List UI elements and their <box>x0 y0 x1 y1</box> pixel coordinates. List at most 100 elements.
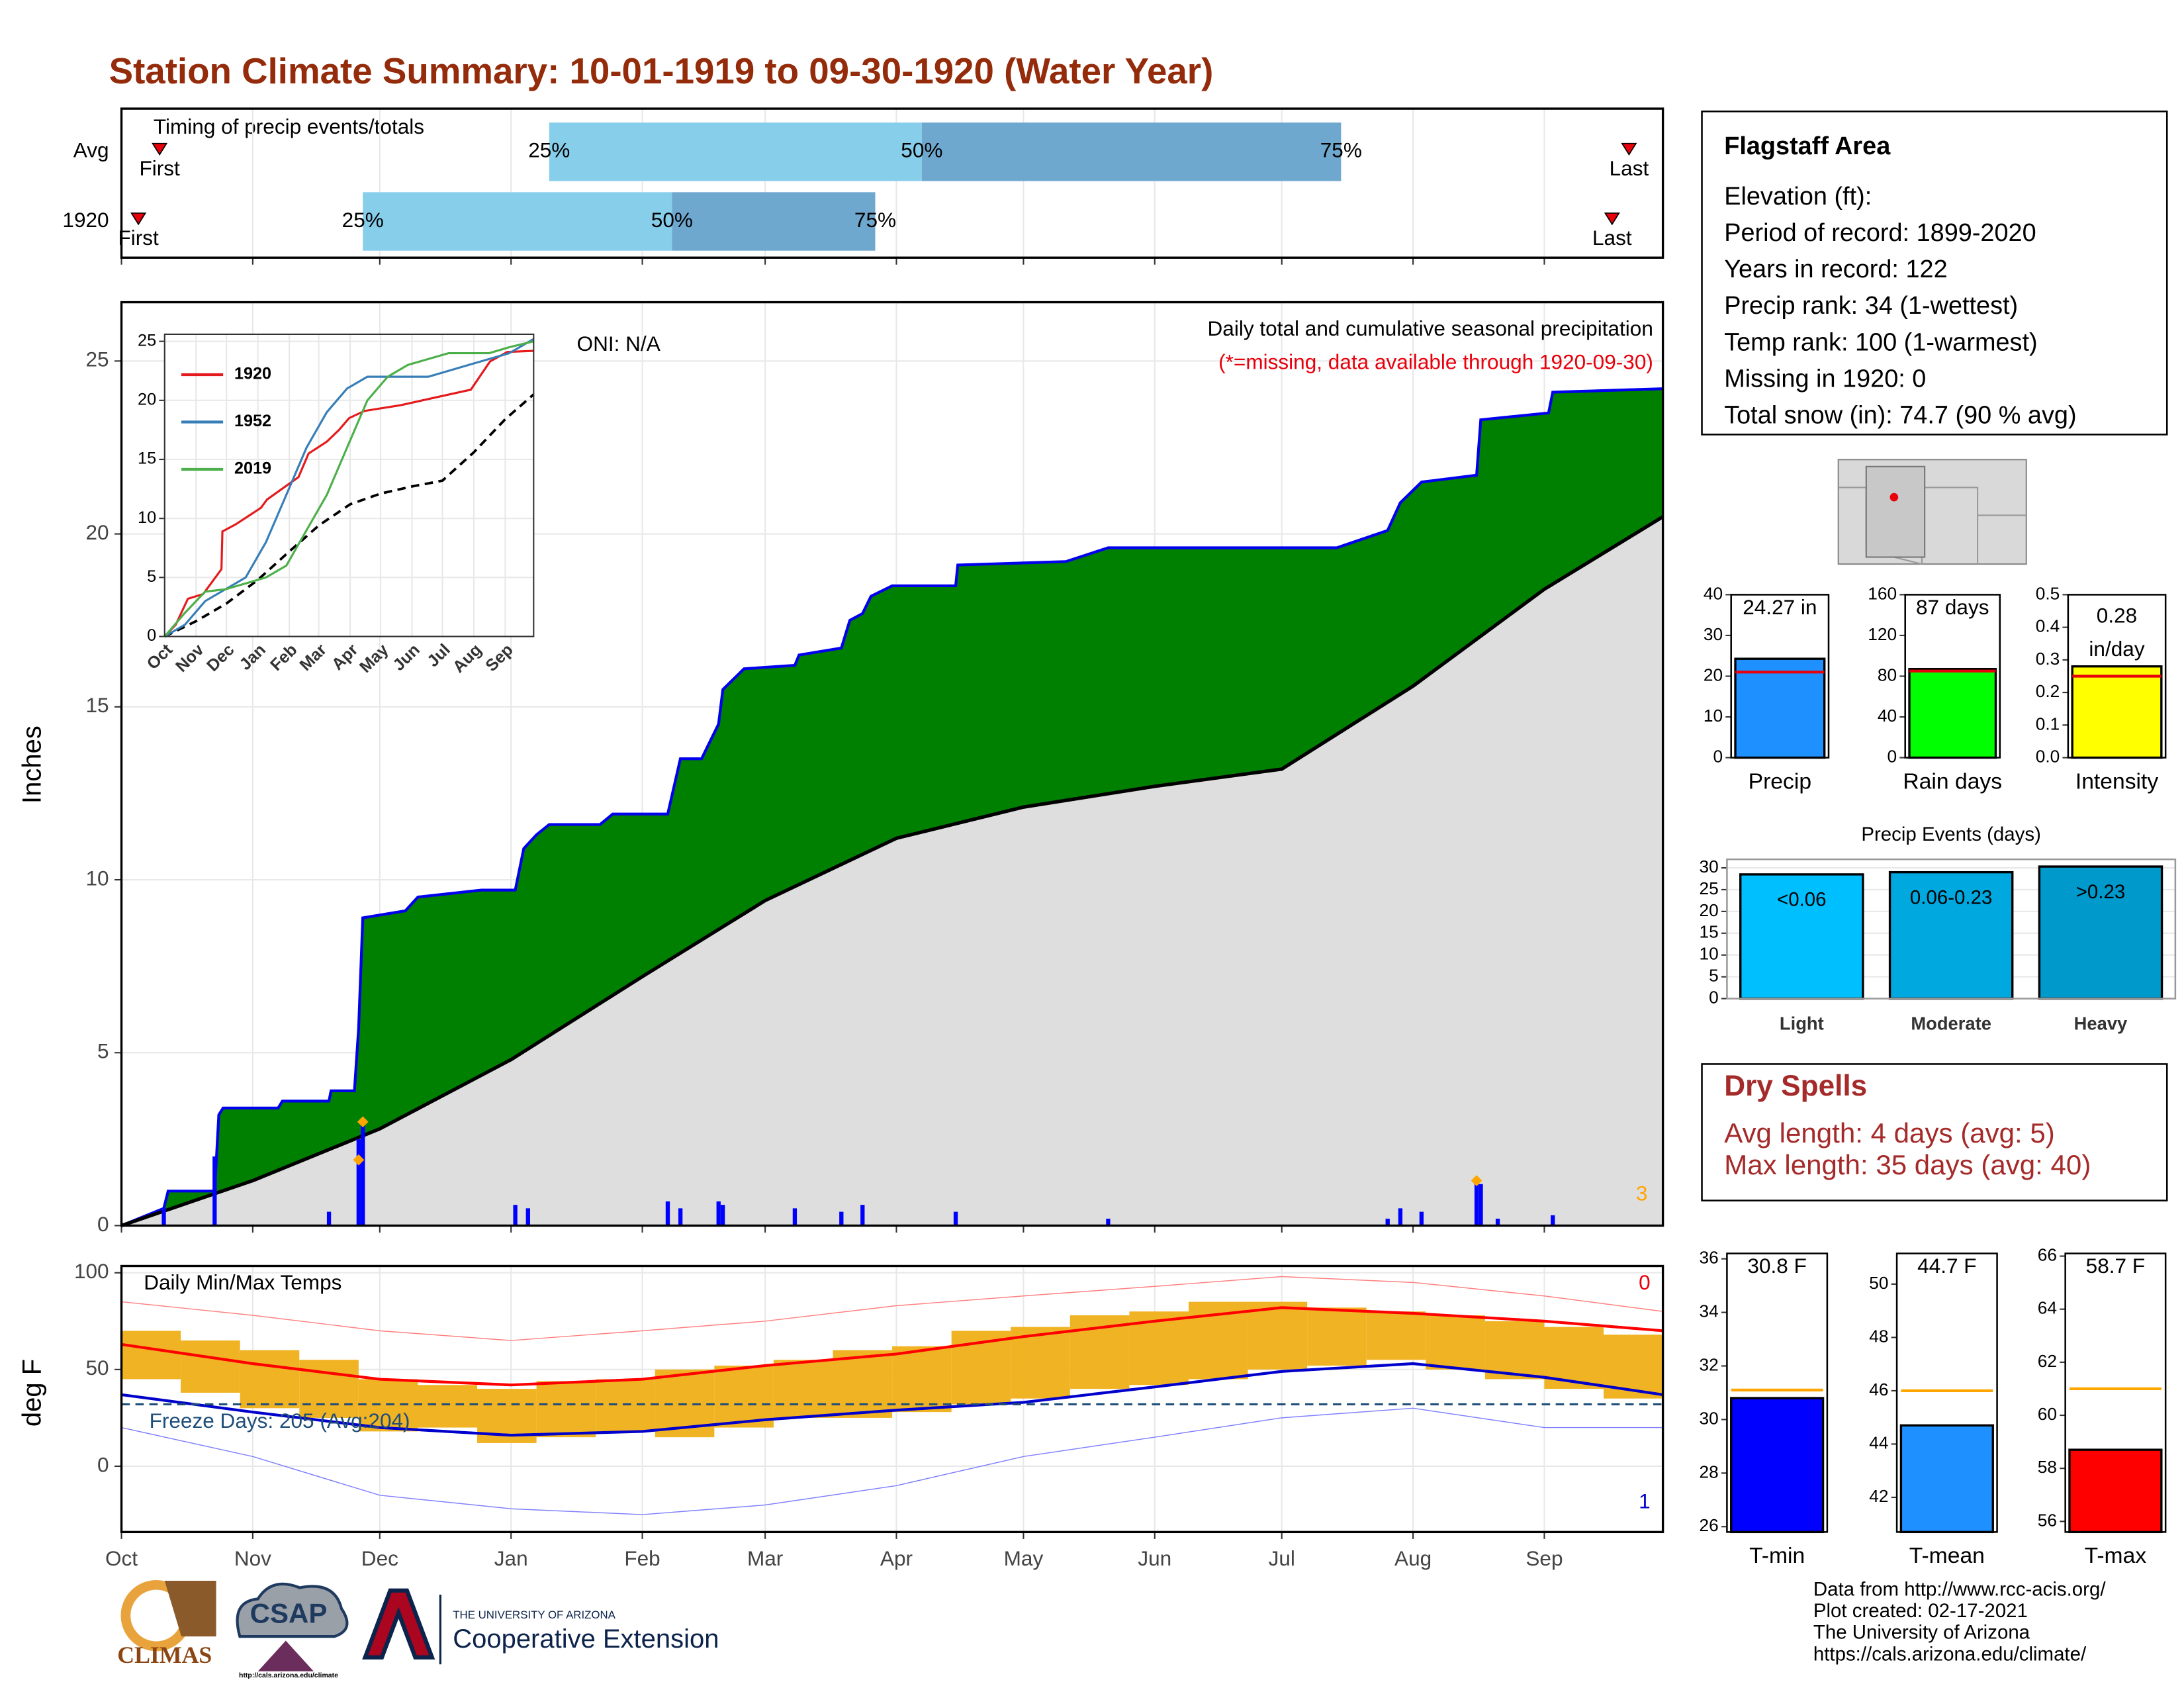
y-tick-label: 50 <box>1869 1273 1888 1293</box>
count-label: 3 <box>1636 1182 1648 1205</box>
map-state <box>1865 465 1926 558</box>
info-line: Period of record: 1899-2020 <box>1724 219 2036 247</box>
x-tick-label: Jan <box>494 1546 528 1570</box>
area-fill <box>121 516 1663 1226</box>
x-tick-label: Oct <box>105 1546 138 1570</box>
y-tick-label: 64 <box>2038 1298 2057 1318</box>
temp-range-bar <box>1426 1315 1485 1370</box>
info-line: Temp rank: 100 (1-warmest) <box>1724 328 2037 356</box>
info-line: Years in record: 122 <box>1724 256 1947 283</box>
y-tick-label: 40 <box>1878 706 1897 726</box>
event-label: Last <box>1610 156 1649 180</box>
y-tick-label: 36 <box>1700 1248 1719 1268</box>
daily-precip-bar <box>1551 1215 1555 1226</box>
category-label: Light <box>1780 1013 1824 1034</box>
y-tick-label: 0 <box>1887 746 1897 766</box>
value-label: 30.8 F <box>1747 1254 1806 1278</box>
y-tick-label: 26 <box>1700 1515 1719 1535</box>
x-tick-label: Dec <box>361 1546 398 1570</box>
daily-precip-bar <box>326 1211 332 1226</box>
row-label: 1920 <box>62 208 109 232</box>
daily-precip-bar <box>1474 1180 1479 1226</box>
value-label: 58.7 F <box>2086 1254 2145 1278</box>
bar-frame <box>1904 594 2001 759</box>
value-label: 44.7 F <box>1917 1254 1976 1278</box>
y-tick-label: 32 <box>1700 1354 1719 1374</box>
footer-line: https://cals.arizona.edu/climate/ <box>1813 1643 2087 1665</box>
bar-frame <box>1895 1252 1998 1533</box>
y-tick-label: 25 <box>1700 878 1719 898</box>
temp-range-bar <box>892 1346 952 1413</box>
category-label: Precip <box>1749 769 1811 794</box>
temp-line <box>121 1306 1663 1387</box>
event-label: First <box>139 156 180 180</box>
bar <box>2071 665 2163 759</box>
x-tick-label: Jun <box>1138 1546 1171 1570</box>
daily-precip-bar <box>678 1208 683 1226</box>
daily-precip-bar <box>361 1121 365 1226</box>
record-marker <box>1471 1175 1482 1186</box>
y-tick-label: 60 <box>2038 1404 2057 1424</box>
category-label: Moderate <box>1911 1013 1991 1034</box>
y-tick-label: 10 <box>138 508 156 527</box>
value-label: 24.27 in <box>1743 595 1817 619</box>
y-tick-label: 34 <box>1700 1301 1719 1321</box>
y-tick-label: 20 <box>86 520 109 544</box>
bar-frame <box>1726 1252 1829 1533</box>
x-tick-label: May <box>1004 1546 1044 1570</box>
csap-logo: CSAP <box>250 1598 328 1629</box>
y-tick-label: 15 <box>86 693 109 717</box>
y-tick-label: 30 <box>1704 624 1723 644</box>
caption: Daily total and cumulative seasonal prec… <box>1208 316 1653 340</box>
category-label: T-mean <box>1909 1544 1985 1568</box>
y-tick-label: 5 <box>97 1039 109 1063</box>
timing-label: Timing of precip events/totals <box>154 115 424 138</box>
percent-label: 50% <box>651 208 693 232</box>
temp-range-bar <box>1366 1311 1426 1360</box>
temp-range-bar <box>714 1366 774 1428</box>
dry-spell-line: Max length: 35 days (avg: 40) <box>1724 1149 2091 1180</box>
y-tick-label: 0 <box>147 626 156 645</box>
inset-avg-line <box>163 393 535 638</box>
info-line: Precip rank: 34 (1-wettest) <box>1724 292 2018 320</box>
temp-line <box>121 1407 1663 1515</box>
inset-line <box>163 350 534 637</box>
daily-precip-bar <box>513 1205 518 1226</box>
value-label: 87 days <box>1916 595 1989 619</box>
freeze-label: Freeze Days: 205 (Avg:204) <box>150 1409 410 1432</box>
bar <box>1734 657 1826 759</box>
category-label: Rain days <box>1903 769 2002 794</box>
temp-title: Daily Min/Max Temps <box>144 1270 341 1294</box>
location-map <box>1837 459 2027 565</box>
climas-shape <box>164 1580 216 1637</box>
y-tick-label: 0 <box>1713 746 1723 766</box>
x-tick-label: Sep <box>1525 1546 1563 1570</box>
temp-line <box>121 1362 1663 1437</box>
daily-precip-bar <box>1398 1208 1403 1226</box>
main-frame <box>120 301 1664 1227</box>
y-axis-label: deg F <box>18 1359 47 1427</box>
temp-range-bar <box>833 1350 893 1418</box>
y-tick-label: 46 <box>1869 1380 1888 1399</box>
percent-label: 75% <box>1320 138 1362 162</box>
daily-precip-bar <box>525 1208 530 1226</box>
bar-label: <0.06 <box>1777 889 1827 911</box>
daily-precip-bar <box>860 1205 865 1226</box>
quartile-bar <box>672 192 876 251</box>
x-tick-label: Mar <box>747 1546 783 1570</box>
temp-range-bar <box>1011 1327 1070 1399</box>
daily-precip-bar <box>716 1201 721 1226</box>
ua-logo-a <box>362 1588 435 1660</box>
min-count: 1 <box>1639 1489 1651 1513</box>
oni-label: ONI: N/A <box>577 332 660 355</box>
y-tick-label: 30 <box>1700 857 1719 876</box>
daily-precip-bar <box>1479 1184 1483 1226</box>
dry-spells-title: Dry Spells <box>1724 1070 1867 1102</box>
y-tick-label: 20 <box>1704 665 1723 684</box>
temp-frame <box>120 1264 1664 1534</box>
value-label: 0.28 <box>2097 603 2137 627</box>
y-tick-label: 25 <box>86 348 109 371</box>
ua-name: THE UNIVERSITY OF ARIZONA <box>453 1609 615 1621</box>
csap-url: http://cals.arizona.edu/climate <box>239 1671 338 1679</box>
